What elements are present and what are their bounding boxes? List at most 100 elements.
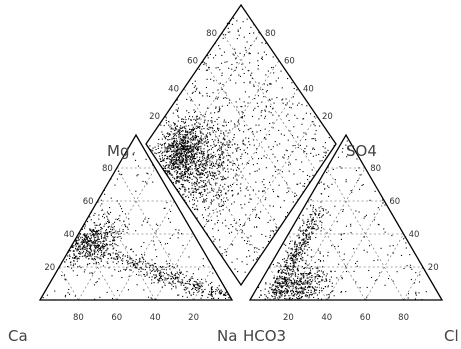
cation-point <box>97 249 99 252</box>
diamond-point <box>211 177 213 179</box>
diamond-point <box>233 163 236 165</box>
diamond-point <box>258 216 260 219</box>
cation-point <box>80 237 82 239</box>
diamond-point <box>172 163 174 165</box>
diamond-point <box>217 194 220 196</box>
anion-point <box>340 238 342 240</box>
diamond-grid-a <box>202 88 299 229</box>
diamond-point <box>213 175 215 177</box>
anion-point <box>292 255 295 257</box>
diamond-point <box>164 136 166 138</box>
anion-point <box>302 283 304 285</box>
anion-point <box>311 221 313 223</box>
diamond-point <box>184 187 186 189</box>
diamond-point <box>161 138 163 140</box>
cation-point <box>169 268 171 270</box>
anion-point <box>275 290 277 292</box>
cation-point <box>210 291 212 293</box>
diamond-point <box>193 163 195 165</box>
diagram-frames <box>38 3 444 301</box>
diamond-point <box>294 144 296 147</box>
diamond-point <box>174 133 177 135</box>
anion-point <box>313 291 315 293</box>
anion-point <box>392 245 394 247</box>
diamond-point <box>167 164 169 166</box>
anion-point <box>366 299 368 301</box>
diamond-point <box>252 189 254 191</box>
anion-point <box>292 295 294 297</box>
diamond-point <box>217 89 219 91</box>
diamond-point <box>170 161 173 163</box>
diamond-point <box>294 192 296 194</box>
diamond-point <box>220 149 222 151</box>
diamond-point <box>193 146 195 148</box>
diamond-point <box>209 160 211 162</box>
cation-point <box>168 274 170 276</box>
cation-point <box>176 272 178 274</box>
diamond-point <box>175 145 178 147</box>
diamond-point <box>198 152 200 154</box>
cation-point <box>114 240 116 242</box>
diamond-point <box>196 125 198 127</box>
diamond-point <box>205 185 208 187</box>
diamond-point <box>208 66 210 68</box>
anion-point <box>291 254 293 256</box>
diamond-point <box>187 169 189 171</box>
diamond-point <box>176 171 178 173</box>
diamond-point <box>164 167 166 169</box>
cation-point <box>73 254 75 256</box>
cation-point <box>85 257 87 259</box>
diamond-point <box>193 137 195 139</box>
anion-point <box>279 283 281 285</box>
diamond-point <box>219 246 221 248</box>
cation-point <box>95 247 97 250</box>
anion-point <box>304 295 306 297</box>
anion-point <box>278 282 280 284</box>
diamond-point <box>253 139 255 141</box>
diamond-point <box>216 222 219 224</box>
cation-point <box>175 287 177 289</box>
diamond-point <box>310 113 312 115</box>
diamond-point <box>176 152 178 154</box>
diamond-point <box>328 137 330 139</box>
diamond-point <box>241 153 243 155</box>
diamond-point <box>166 135 168 138</box>
diamond-point <box>203 121 205 124</box>
cation-point <box>147 173 149 175</box>
diamond-point <box>235 173 237 175</box>
anion-point <box>341 167 343 169</box>
anion-point <box>268 290 270 292</box>
anion-point <box>292 255 294 257</box>
cation-point <box>88 247 90 250</box>
diamond-point <box>186 149 188 151</box>
cation-point <box>102 246 104 248</box>
cation-point <box>77 237 79 239</box>
cation-point <box>89 254 91 256</box>
diamond-point <box>249 144 251 146</box>
cation-point <box>174 274 177 276</box>
diamond-point <box>200 161 202 163</box>
cation-point <box>155 223 157 225</box>
anion-point <box>278 262 280 264</box>
anion-point <box>294 279 296 281</box>
cation-point <box>170 210 172 212</box>
diamond-point <box>268 146 270 148</box>
anion-point <box>273 277 275 279</box>
diamond-point <box>176 98 178 100</box>
diamond-point <box>187 167 189 170</box>
diamond-point <box>192 196 194 199</box>
cation-point <box>127 263 129 265</box>
anion-point <box>310 272 312 274</box>
anion-point <box>327 211 329 213</box>
cation-point <box>94 259 96 261</box>
diamond-point <box>182 166 184 168</box>
diamond-point <box>194 133 196 135</box>
diamond-point <box>164 166 166 168</box>
diamond-point <box>185 146 187 148</box>
diamond-point <box>186 152 188 154</box>
diamond-point <box>159 152 161 154</box>
anion-point <box>302 287 304 289</box>
diamond-point <box>285 104 287 106</box>
cation-point <box>212 290 214 293</box>
diamond-point <box>253 144 255 146</box>
